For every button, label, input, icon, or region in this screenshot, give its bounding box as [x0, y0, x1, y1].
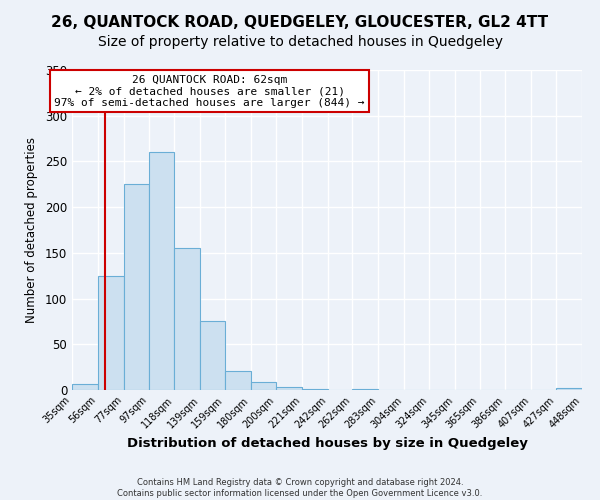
Bar [124, 184, 149, 390]
Bar [72, 384, 98, 390]
Y-axis label: Number of detached properties: Number of detached properties [25, 137, 38, 323]
Bar [200, 322, 225, 390]
Bar [251, 382, 276, 390]
Bar [276, 388, 302, 390]
Bar [225, 371, 251, 390]
Text: Size of property relative to detached houses in Quedgeley: Size of property relative to detached ho… [97, 35, 503, 49]
Bar [302, 389, 328, 390]
Bar [352, 389, 378, 390]
Bar [175, 248, 200, 390]
Text: 26 QUANTOCK ROAD: 62sqm
← 2% of detached houses are smaller (21)
97% of semi-det: 26 QUANTOCK ROAD: 62sqm ← 2% of detached… [55, 75, 365, 108]
Bar [556, 388, 582, 390]
Bar [149, 152, 175, 390]
Text: Contains HM Land Registry data © Crown copyright and database right 2024.
Contai: Contains HM Land Registry data © Crown c… [118, 478, 482, 498]
X-axis label: Distribution of detached houses by size in Quedgeley: Distribution of detached houses by size … [127, 436, 527, 450]
Text: 26, QUANTOCK ROAD, QUEDGELEY, GLOUCESTER, GL2 4TT: 26, QUANTOCK ROAD, QUEDGELEY, GLOUCESTER… [52, 15, 548, 30]
Bar [98, 276, 124, 390]
